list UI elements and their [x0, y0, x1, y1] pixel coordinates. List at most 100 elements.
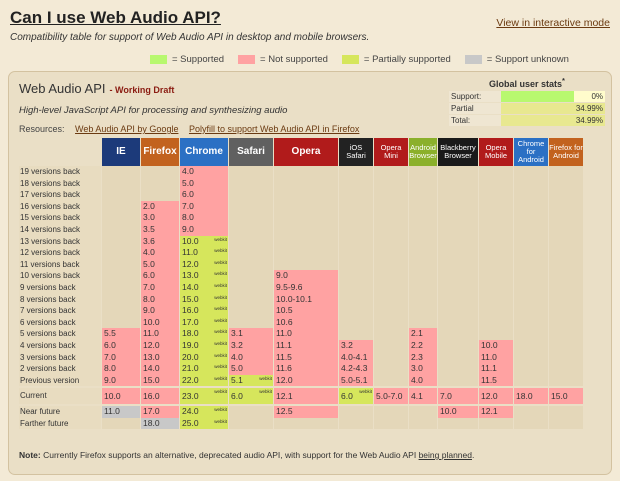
support-cell — [339, 258, 373, 271]
support-cell — [549, 351, 583, 364]
support-cell — [229, 281, 273, 294]
version-text: 25.0 — [182, 417, 199, 428]
browser-header[interactable]: Android Browser — [409, 138, 437, 166]
support-cell — [479, 316, 513, 329]
version-text: 22.0 — [182, 374, 199, 385]
table-row: 16 versions back 2.0 7.0 — [19, 200, 584, 213]
support-cell — [229, 212, 273, 224]
version-text: 6.0 — [341, 391, 353, 402]
version-text: 5.5 — [104, 328, 116, 339]
support-cell — [102, 177, 140, 190]
support-cell — [438, 200, 478, 213]
browser-header[interactable]: IE — [102, 138, 140, 166]
support-cell — [479, 328, 513, 340]
support-cell — [229, 247, 273, 259]
resource-link-google[interactable]: Web Audio API by Google — [75, 124, 179, 134]
version-text: 5.0 — [143, 258, 155, 269]
stats-title-text: Global user stats — [489, 79, 563, 89]
browser-header[interactable]: Opera Mobile — [479, 138, 513, 166]
resource-link-polyfill[interactable]: Polyfill to support Web Audio API in Fir… — [188, 124, 360, 134]
support-cell: 7.0 — [180, 200, 228, 213]
support-cell — [274, 417, 338, 430]
support-cell — [549, 293, 583, 306]
browser-header[interactable]: Firefox for Android — [549, 138, 583, 166]
stats-value: 34.99% — [501, 103, 605, 114]
browser-header[interactable]: Firefox — [141, 138, 179, 166]
support-cell — [374, 351, 408, 364]
version-text: 10.0 — [143, 316, 160, 327]
support-cell — [409, 212, 437, 224]
version-text: 3.1 — [231, 328, 243, 339]
support-cell — [339, 200, 373, 213]
support-cell: 6.0 webkit — [339, 388, 373, 405]
support-cell: 11.0 — [141, 328, 179, 340]
version-text: 4.1 — [411, 391, 423, 402]
support-cell — [438, 270, 478, 282]
support-cell — [438, 235, 478, 248]
browser-header[interactable]: iOS Safari — [339, 138, 373, 166]
browser-header[interactable]: Chrome for Android — [514, 138, 548, 166]
table-row: Near future 11.0 17.0 24.0 webkit 12.5 10.0 12.… — [19, 406, 584, 418]
version-text: 3.0 — [411, 363, 423, 374]
prefix-note: webkit — [214, 329, 227, 335]
version-text: 7.0 — [182, 200, 194, 211]
support-cell — [229, 270, 273, 282]
support-cell — [141, 166, 179, 178]
support-cell: 5.0 — [141, 258, 179, 271]
support-cell — [514, 417, 548, 430]
table-row: 17 versions back 6.0 — [19, 189, 584, 201]
browser-header[interactable]: Opera Mini — [374, 138, 408, 166]
browser-header[interactable]: Opera — [274, 138, 338, 166]
support-cell — [339, 247, 373, 259]
feature-description: High-level JavaScript API for processing… — [19, 105, 288, 116]
support-cell: 7.0 — [438, 388, 478, 405]
version-text: 3.0 — [143, 212, 155, 223]
support-cell: 3.1 — [229, 328, 273, 340]
version-text: 5.0-5.1 — [341, 374, 368, 385]
support-cell — [274, 235, 338, 248]
support-cell — [409, 166, 437, 178]
support-cell — [374, 363, 408, 375]
browser-header[interactable]: Safari — [229, 138, 273, 166]
support-cell — [141, 177, 179, 190]
support-cell — [141, 189, 179, 201]
support-cell: 7.0 — [102, 351, 140, 364]
stats-row-support: Support: 0% — [449, 91, 605, 102]
table-row: 15 versions back 3.0 8.0 — [19, 212, 584, 224]
version-text: 11.5 — [481, 374, 497, 385]
version-text: 11.0 — [276, 328, 292, 339]
version-text: 3.6 — [143, 235, 155, 246]
support-cell — [339, 177, 373, 190]
version-text: 12.1 — [276, 391, 293, 402]
support-cell — [102, 212, 140, 224]
support-cell — [479, 166, 513, 178]
support-cell — [479, 247, 513, 259]
support-cell — [549, 328, 583, 340]
support-cell — [514, 293, 548, 306]
browser-header[interactable]: Chrome — [180, 138, 228, 166]
being-planned-link[interactable]: being planned — [418, 450, 472, 460]
support-cell — [409, 293, 437, 306]
note-label: Note: — [19, 450, 41, 460]
legend-item-not-supported: = Not supported — [238, 54, 328, 65]
version-text: 5.1 — [231, 374, 243, 385]
support-cell: 3.6 — [141, 235, 179, 248]
version-text: 9.0 — [182, 223, 194, 234]
support-cell — [549, 177, 583, 190]
version-text: 6.0 — [182, 189, 194, 200]
support-cell — [514, 177, 548, 190]
support-cell — [409, 223, 437, 236]
browser-header[interactable]: Blackberry Browser — [438, 138, 478, 166]
version-text: 8.0 — [182, 212, 194, 223]
legend-item-supported: = Supported — [150, 54, 224, 65]
support-cell: 24.0 webkit — [180, 406, 228, 418]
table-row: 13 versions back 3.6 10.0 webkit — [19, 235, 584, 248]
row-label: 3 versions back — [19, 351, 101, 364]
interactive-mode-link[interactable]: View in interactive mode — [496, 17, 610, 29]
version-text: 19.0 — [182, 339, 199, 350]
row-label: 7 versions back — [19, 305, 101, 317]
support-cell: 4.1 — [409, 388, 437, 405]
row-label: Current — [19, 388, 101, 405]
support-cell — [102, 270, 140, 282]
support-cell: 5.1 webkit — [229, 374, 273, 387]
